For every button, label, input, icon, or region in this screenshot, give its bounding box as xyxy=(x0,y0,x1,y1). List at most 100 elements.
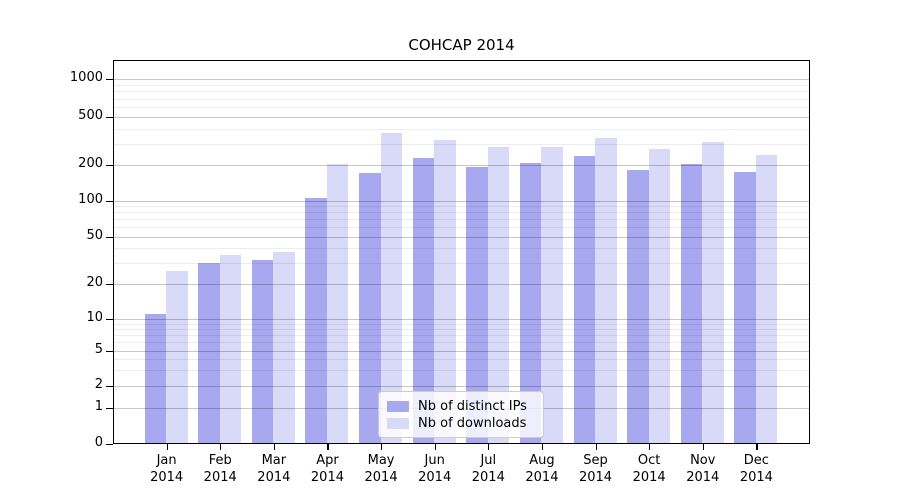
downloads-bar-jul xyxy=(487,147,510,444)
downloads-bar-jun xyxy=(434,139,456,444)
minor-gridline-600 xyxy=(113,107,810,108)
x-tick-label-dec: Dec 2014 xyxy=(716,452,796,486)
year-label: 2014 xyxy=(364,470,398,485)
y-tick-mark-0 xyxy=(106,444,113,446)
x-tick-mark-nov xyxy=(702,444,704,450)
x-tick-mark-apr xyxy=(327,444,329,450)
y-tick-label-20: 20 xyxy=(86,275,103,290)
major-gridline-100 xyxy=(113,200,810,202)
x-tick-mark-mar xyxy=(273,444,276,450)
year-label: 2014 xyxy=(471,470,505,485)
minor-gridline-9 xyxy=(113,323,810,325)
x-tick-label-jun: Jun 2014 xyxy=(395,452,475,486)
month-label: Jun xyxy=(424,453,445,468)
downloads-bar-nov xyxy=(702,142,724,444)
month-label: Jul xyxy=(480,453,497,468)
y-tick-mark-2 xyxy=(106,386,113,388)
distinct-ips-bar-oct xyxy=(627,169,649,444)
month-label: Jan xyxy=(156,453,177,468)
minor-gridline-4 xyxy=(113,359,810,361)
year-label: 2014 xyxy=(739,470,773,485)
downloads-bar-dec xyxy=(755,154,778,444)
distinct-ips-bar-mar xyxy=(251,259,274,444)
distinct-ips-bar-jul xyxy=(466,166,488,444)
minor-gridline-400 xyxy=(113,128,810,130)
month-label: Apr xyxy=(316,453,339,468)
minor-gridline-70 xyxy=(113,219,810,221)
month-label: Oct xyxy=(637,453,661,468)
x-tick-mark-may xyxy=(381,444,383,450)
minor-gridline-800 xyxy=(113,91,810,93)
downloads-bar-may xyxy=(380,133,403,444)
downloads-bar-oct xyxy=(648,149,671,444)
x-tick-label-jan: Jan 2014 xyxy=(127,452,207,486)
downloads-bar-sep xyxy=(595,137,617,444)
y-tick-label-0: 0 xyxy=(94,435,103,450)
y-tick-label-1: 1 xyxy=(94,398,103,414)
minor-gridline-900 xyxy=(113,84,810,86)
legend-swatch-distinct-ips-icon xyxy=(387,401,409,412)
legend-item-distinct-ips: Nb of distinct IPs xyxy=(387,399,535,414)
y-tick-mark-1 xyxy=(106,407,113,409)
month-label: Feb xyxy=(208,453,232,468)
y-tick-label-100: 100 xyxy=(78,191,103,207)
x-tick-mark-sep xyxy=(595,444,597,450)
month-label: Aug xyxy=(529,453,555,468)
x-tick-mark-jul xyxy=(488,444,490,450)
y-tick-mark-10 xyxy=(106,319,113,321)
minor-gridline-8 xyxy=(113,329,810,331)
major-gridline-1000 xyxy=(113,79,810,80)
month-label: Mar xyxy=(261,453,287,468)
y-tick-label-200: 200 xyxy=(78,156,103,171)
x-tick-mark-jan xyxy=(166,444,168,450)
x-tick-label-apr: Apr 2014 xyxy=(287,452,367,486)
major-gridline-200 xyxy=(113,165,810,166)
year-label: 2014 xyxy=(418,470,452,485)
y-tick-label-10: 10 xyxy=(86,310,103,325)
minor-gridline-40 xyxy=(113,248,810,250)
y-tick-label-50: 50 xyxy=(86,228,103,243)
major-gridline-2 xyxy=(113,386,810,387)
x-tick-mark-oct xyxy=(649,444,651,450)
y-tick-mark-50 xyxy=(106,237,113,239)
major-gridline-10 xyxy=(113,319,810,320)
y-tick-mark-100 xyxy=(106,200,113,202)
minor-gridline-60 xyxy=(113,227,810,229)
downloads-bar-mar xyxy=(273,252,295,444)
distinct-ips-bar-sep xyxy=(573,156,596,444)
y-tick-label-1000: 1000 xyxy=(69,70,103,85)
distinct-ips-bar-aug xyxy=(519,163,542,444)
downloads-bar-aug xyxy=(541,147,563,444)
minor-gridline-80 xyxy=(113,212,810,214)
downloads-bar-apr xyxy=(326,164,349,444)
major-gridline-50 xyxy=(113,237,810,238)
y-tick-label-5: 5 xyxy=(94,341,103,357)
minor-gridline-7 xyxy=(113,335,810,337)
y-tick-mark-1000 xyxy=(106,79,113,81)
month-label: Dec xyxy=(743,453,769,468)
legend-label-downloads: Nb of downloads xyxy=(418,416,527,431)
y-tick-mark-20 xyxy=(106,284,113,286)
minor-gridline-300 xyxy=(113,143,810,145)
x-tick-mark-feb xyxy=(220,444,222,450)
distinct-ips-bar-nov xyxy=(680,163,703,444)
x-tick-label-aug: Aug 2014 xyxy=(502,452,582,486)
distinct-ips-bar-jan xyxy=(144,314,167,444)
major-gridline-500 xyxy=(113,117,810,118)
year-label: 2014 xyxy=(686,470,720,485)
x-tick-mark-jun xyxy=(434,444,436,450)
downloads-bar-feb xyxy=(219,255,242,444)
minor-gridline-3 xyxy=(113,370,810,372)
x-tick-label-oct: Oct 2014 xyxy=(609,452,689,486)
legend: Nb of distinct IPs Nb of downloads xyxy=(378,391,544,438)
month-label: May xyxy=(367,453,395,468)
chart-title: COHCAP 2014 xyxy=(408,36,515,54)
distinct-ips-bar-apr xyxy=(305,198,327,444)
x-tick-label-jul: Jul 2014 xyxy=(448,452,528,486)
year-label: 2014 xyxy=(203,470,237,485)
downloads-bar-jan xyxy=(166,270,188,444)
x-tick-mark-dec xyxy=(756,444,758,450)
year-label: 2014 xyxy=(257,470,291,485)
year-label: 2014 xyxy=(150,470,184,485)
